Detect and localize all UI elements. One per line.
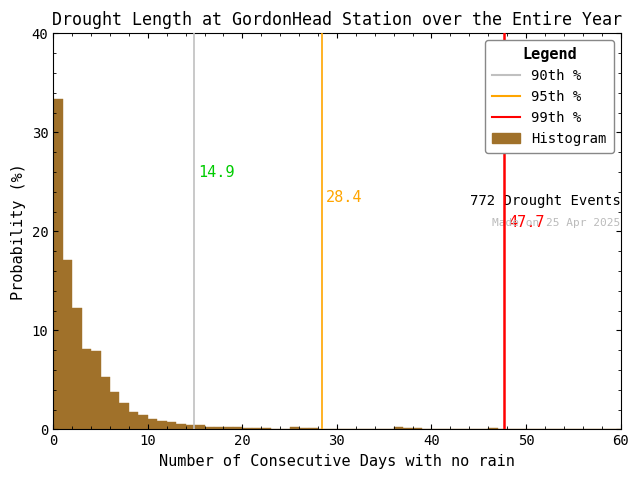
Bar <box>394 428 403 430</box>
Text: 47.7: 47.7 <box>508 215 545 229</box>
X-axis label: Number of Consecutive Days with no rain: Number of Consecutive Days with no rain <box>159 454 515 469</box>
Bar <box>110 392 120 430</box>
Text: 14.9: 14.9 <box>198 165 234 180</box>
Bar <box>167 421 176 430</box>
Title: Drought Length at GordonHead Station over the Entire Year: Drought Length at GordonHead Station ove… <box>52 11 622 29</box>
Bar <box>271 429 280 430</box>
Bar <box>488 429 498 430</box>
Bar <box>252 429 261 430</box>
Bar <box>498 429 507 430</box>
Bar <box>157 420 167 430</box>
Bar <box>205 427 214 430</box>
Bar <box>129 412 138 430</box>
Bar <box>261 429 271 430</box>
Bar <box>195 424 205 430</box>
Bar <box>53 99 63 430</box>
Bar <box>243 428 252 430</box>
Bar <box>318 429 328 430</box>
Text: Made on 25 Apr 2025: Made on 25 Apr 2025 <box>492 217 621 228</box>
Bar <box>72 308 82 430</box>
Text: 772 Drought Events: 772 Drought Events <box>470 194 621 208</box>
Bar <box>413 429 422 430</box>
Bar <box>223 427 233 430</box>
Bar <box>82 349 91 430</box>
Legend: 90th %, 95th %, 99th %, Histogram: 90th %, 95th %, 99th %, Histogram <box>485 40 614 153</box>
Bar <box>422 429 431 430</box>
Bar <box>100 377 110 430</box>
Bar <box>176 423 186 430</box>
Bar <box>186 424 195 430</box>
Bar <box>138 415 148 430</box>
Bar <box>233 428 243 430</box>
Bar <box>507 429 516 430</box>
Bar <box>308 429 318 430</box>
Bar <box>120 403 129 430</box>
Y-axis label: Probability (%): Probability (%) <box>11 163 26 300</box>
Bar <box>290 427 299 430</box>
Bar <box>148 419 157 430</box>
Text: 28.4: 28.4 <box>326 190 362 205</box>
Bar <box>299 428 308 430</box>
Bar <box>63 260 72 430</box>
Bar <box>403 428 413 430</box>
Bar <box>214 427 223 430</box>
Bar <box>280 429 290 430</box>
Bar <box>91 351 100 430</box>
